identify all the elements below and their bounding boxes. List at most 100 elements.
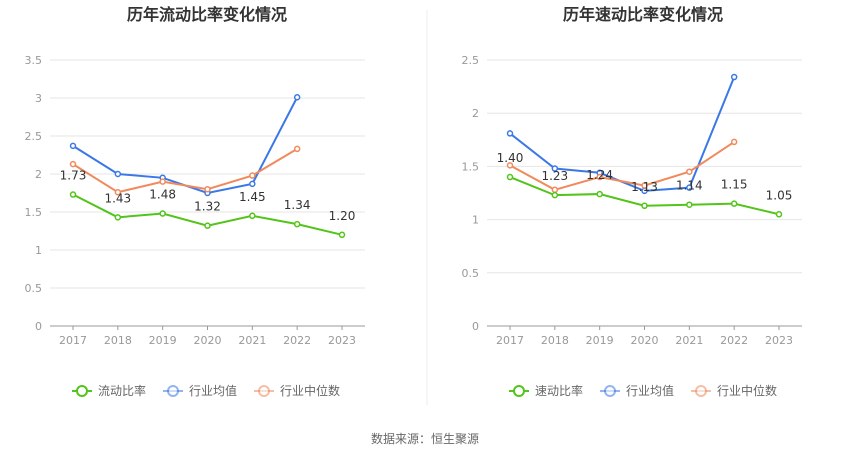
legend-item-primary: 速动比率 xyxy=(509,383,583,398)
x-tick-label: 2018 xyxy=(104,334,132,347)
legend-label: 流动比率 xyxy=(98,383,146,398)
data-point-primary xyxy=(686,201,693,208)
series-line-median xyxy=(72,148,298,194)
legend-label: 速动比率 xyxy=(535,383,583,398)
data-point-avg xyxy=(551,165,559,172)
data-label: 1.23 xyxy=(541,169,568,183)
legend-item-median: 行业中位数 xyxy=(691,383,777,398)
data-point-primary xyxy=(506,173,514,181)
chart-2: 历年速动比率变化情况 0 0.5 1 1.5 2 2.5 2017 2018 2019 2020 20… xyxy=(462,5,802,398)
x-tick-label: 2020 xyxy=(631,334,659,347)
data-point-primary xyxy=(596,190,603,198)
data-point-primary xyxy=(641,202,648,210)
data-label: 1.34 xyxy=(284,198,311,212)
data-point-median xyxy=(114,188,122,196)
y-tick-label: 2 xyxy=(472,107,479,120)
legend-marker xyxy=(76,385,88,397)
data-point-avg xyxy=(506,130,514,137)
data-point-avg xyxy=(293,93,301,101)
data-point-primary xyxy=(204,222,211,229)
data-point-primary xyxy=(114,214,122,221)
x-tick-label: 2020 xyxy=(194,334,222,347)
y-tick-label: 3.5 xyxy=(25,54,43,67)
y-tick-label: 1.5 xyxy=(25,206,43,219)
y-tick-label: 1 xyxy=(35,244,42,257)
y-tick-label: 2.5 xyxy=(25,130,43,143)
x-tick-label: 2021 xyxy=(238,334,266,347)
data-label: 1.45 xyxy=(239,190,266,204)
legend-item-avg: 行业均值 xyxy=(163,383,237,398)
data-point-avg xyxy=(69,142,77,150)
x-tick-label: 2022 xyxy=(720,334,748,347)
data-point-median xyxy=(293,145,301,153)
x-tick-label: 2021 xyxy=(675,334,703,347)
data-label: 1.48 xyxy=(149,188,176,202)
data-point-primary xyxy=(69,191,77,198)
y-tick-label: 1.5 xyxy=(462,160,480,173)
data-label: 1.43 xyxy=(104,191,131,205)
data-point-primary xyxy=(730,200,738,207)
x-tick-label: 2017 xyxy=(59,334,87,347)
data-point-median xyxy=(159,178,166,185)
legend-item-avg: 行业均值 xyxy=(600,383,674,398)
y-tick-label: 0 xyxy=(35,320,42,333)
data-point-median xyxy=(730,138,738,146)
y-tick-label: 3 xyxy=(35,92,42,105)
legend-marker xyxy=(513,385,525,397)
y-tick-label: 2.5 xyxy=(462,54,480,67)
legend-label: 行业均值 xyxy=(626,383,674,398)
y-tick-label: 0.5 xyxy=(25,282,43,295)
data-label: 1.40 xyxy=(497,151,524,165)
y-tick-label: 2 xyxy=(35,168,42,181)
data-point-primary xyxy=(293,220,301,228)
x-tick-label: 2022 xyxy=(283,334,311,347)
x-tick-label: 2023 xyxy=(328,334,356,347)
data-point-avg xyxy=(114,170,122,178)
legend-marker xyxy=(258,385,270,397)
legend-marker xyxy=(695,385,707,397)
legend-marker xyxy=(167,385,179,397)
y-tick-label: 0.5 xyxy=(462,267,480,280)
data-label: 1.15 xyxy=(721,178,748,192)
data-label: 1.73 xyxy=(60,169,87,183)
data-point-median xyxy=(551,186,559,194)
data-point-primary xyxy=(249,212,256,220)
data-point-median xyxy=(249,172,256,179)
data-point-avg xyxy=(730,73,738,81)
data-source-note: 数据来源：恒生聚源 xyxy=(370,432,479,446)
data-point-primary xyxy=(159,210,166,217)
y-tick-label: 1 xyxy=(472,214,479,227)
legend-label: 行业中位数 xyxy=(717,383,777,398)
legend-label: 行业均值 xyxy=(189,383,237,398)
legend-marker xyxy=(604,385,616,397)
data-label: 1.24 xyxy=(586,168,613,182)
data-label: 1.32 xyxy=(194,200,221,214)
data-point-median xyxy=(686,168,693,175)
x-tick-label: 2019 xyxy=(586,334,614,347)
data-point-primary xyxy=(775,211,783,218)
data-point-median xyxy=(596,173,603,181)
data-point-avg xyxy=(686,184,693,191)
data-point-median xyxy=(506,162,514,169)
data-point-median xyxy=(69,160,77,168)
chart-title: 历年流动比率变化情况 xyxy=(127,5,287,24)
y-tick-label: 0 xyxy=(472,320,479,333)
x-tick-label: 2023 xyxy=(765,334,793,347)
data-label: 1.13 xyxy=(631,180,658,194)
legend-item-median: 行业中位数 xyxy=(254,383,340,398)
series-line-avg xyxy=(72,96,299,195)
data-point-primary xyxy=(551,191,559,199)
series-line-median xyxy=(509,141,735,191)
data-label: 1.05 xyxy=(766,188,793,202)
legend-item-primary: 流动比率 xyxy=(72,383,146,398)
data-point-avg xyxy=(249,180,256,188)
data-point-primary xyxy=(338,231,346,239)
data-point-median xyxy=(204,185,211,193)
chart-1: 历年流动比率变化情况 0 0.5 1 1.5 2 2.5 3 3.5 2017 2018 2019 20… xyxy=(25,5,365,398)
chart-title: 历年速动比率变化情况 xyxy=(563,5,723,24)
legend-label: 行业中位数 xyxy=(280,383,340,398)
x-tick-label: 2017 xyxy=(496,334,524,347)
x-tick-label: 2018 xyxy=(541,334,569,347)
data-label: 1.14 xyxy=(676,179,703,193)
